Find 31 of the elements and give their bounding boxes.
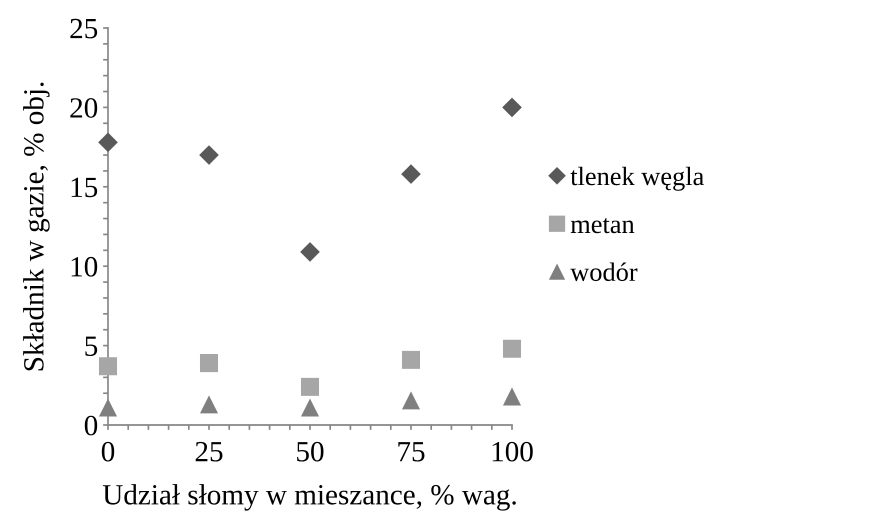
point — [502, 387, 522, 406]
point — [200, 354, 218, 372]
point — [98, 132, 118, 152]
point — [502, 98, 522, 118]
y-axis-title: Składnik w gazie, % obj. — [23, 82, 50, 370]
point — [98, 357, 118, 376]
y-tick-label: 15 — [72, 178, 98, 198]
y-tick-label: 10 — [72, 256, 98, 277]
point — [300, 398, 320, 417]
point — [199, 145, 219, 165]
point — [98, 398, 118, 417]
point — [200, 395, 218, 414]
x-tick-label: 75 — [398, 442, 424, 462]
point — [502, 340, 522, 358]
y-tick-label: 25 — [70, 18, 98, 38]
point — [402, 350, 420, 369]
x-tick-label: 0 — [102, 442, 114, 462]
x-tick-label: 100 — [492, 442, 533, 462]
legend-label: tlenek węgla — [570, 166, 704, 191]
y-tick-label: 5 — [85, 336, 98, 356]
legend-label: wodór — [570, 262, 638, 282]
point — [300, 242, 320, 262]
x-tick-label: 50 — [297, 442, 324, 462]
legend-label: metan — [570, 218, 634, 234]
y-tick-label: 20 — [70, 98, 98, 118]
point — [402, 391, 420, 410]
x-tick-label: 25 — [196, 442, 222, 462]
y-tick-label: 0 — [84, 416, 98, 436]
point — [401, 164, 421, 184]
point — [300, 378, 320, 396]
x-axis-title: Udział słomy w mieszance, % wag. — [102, 484, 516, 511]
